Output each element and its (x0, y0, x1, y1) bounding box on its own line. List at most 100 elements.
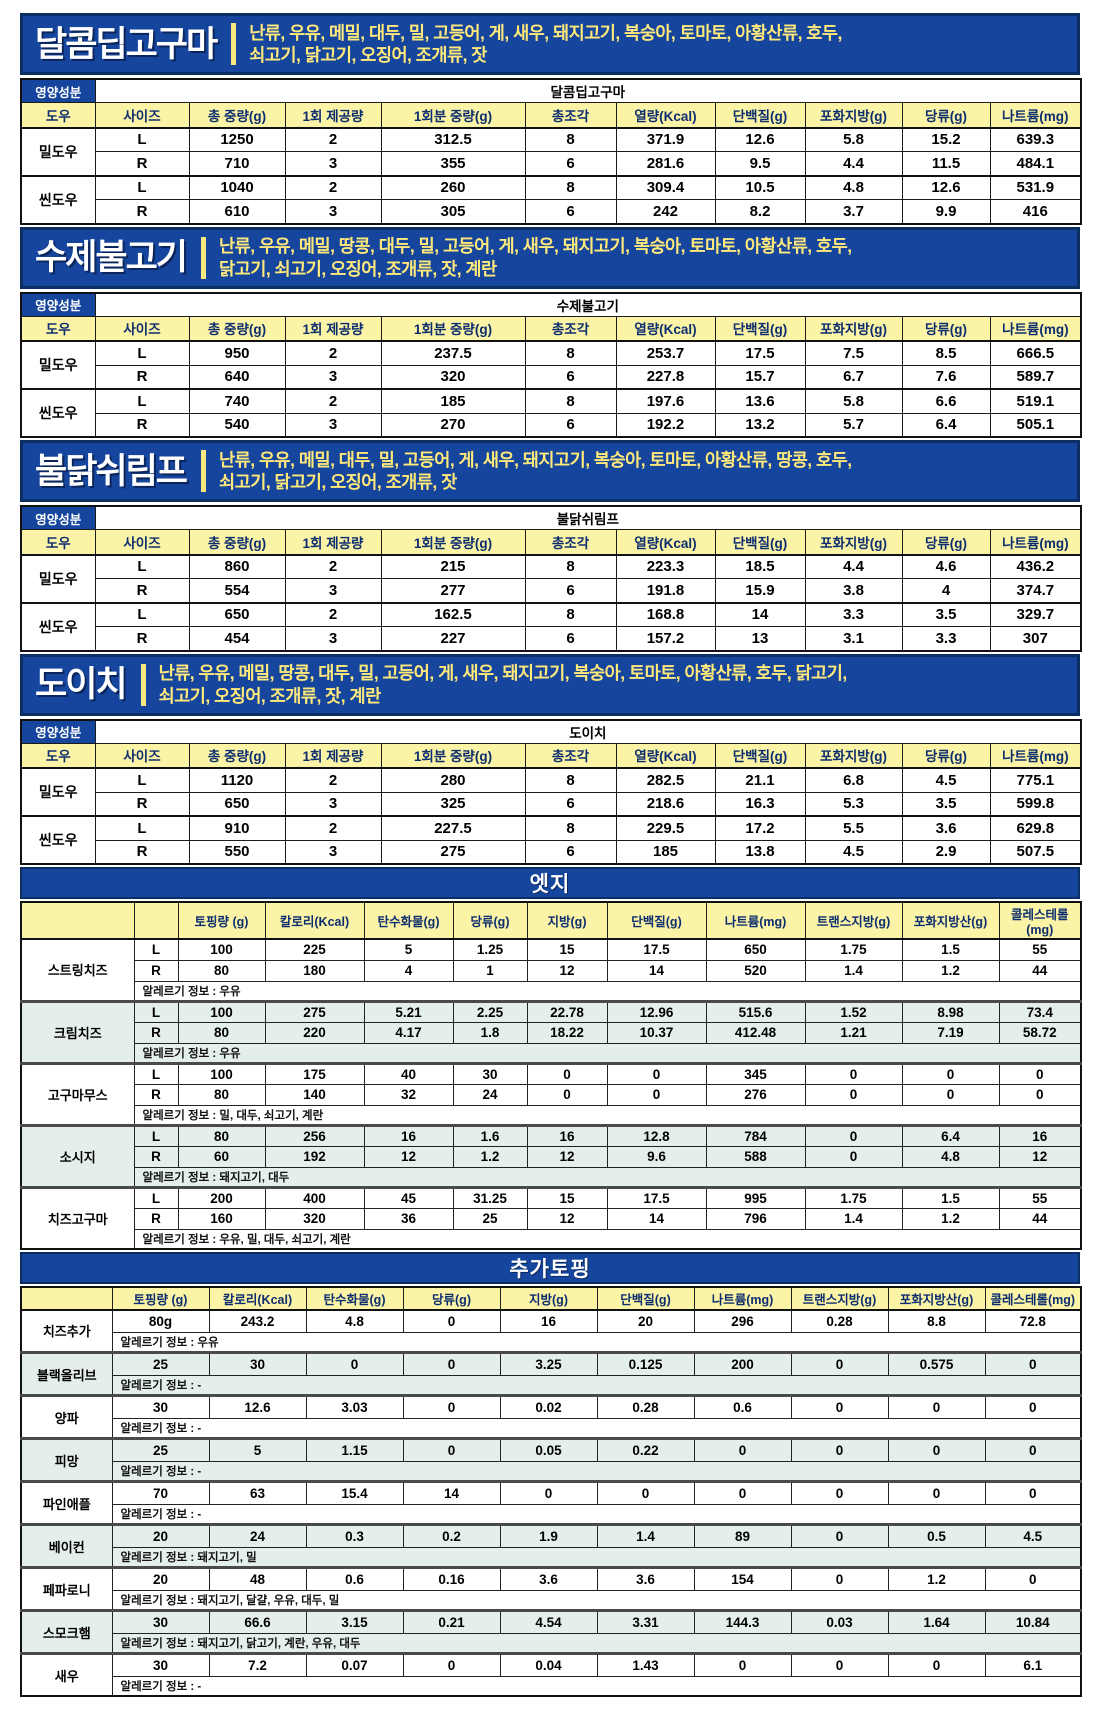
value-cell: 910 (188, 815, 286, 841)
value-cell: 276 (705, 1083, 806, 1106)
nutrition-facts-label: 영양성분 (20, 78, 96, 103)
value-cell: 1.6 (452, 1123, 528, 1147)
size-cell: R (133, 959, 179, 982)
value-cell: 15.2 (901, 127, 991, 152)
column-header: 탄수화물(g) (363, 901, 454, 940)
value-cell: 0.16 (402, 1566, 501, 1591)
value-cell: 0.3 (305, 1523, 404, 1548)
column-header: 단백질(g) (606, 901, 707, 940)
value-cell: 21.1 (714, 767, 806, 793)
value-cell: 400 (264, 1185, 365, 1209)
value-cell: 0 (499, 1480, 598, 1505)
column-header: 사이즈 (94, 742, 190, 769)
table-row: R 80 180 4 1 12 14 520 1.4 1.2 44 (21, 959, 1082, 982)
value-cell: 253.7 (615, 340, 716, 366)
allergen-list: 난류, 우유, 메밀, 대두, 밀, 고등어, 게, 새우, 돼지고기, 복숭아… (219, 449, 852, 492)
size-cell: L (94, 174, 190, 200)
value-cell: 72.8 (984, 1309, 1082, 1333)
size-cell: L (94, 340, 190, 366)
value-cell: 60 (177, 1145, 266, 1168)
column-header: 포화지방산(g) (887, 1286, 986, 1311)
value-cell: 0.22 (596, 1437, 695, 1462)
value-cell: 4.54 (499, 1609, 598, 1634)
value-cell: 0 (887, 1394, 986, 1419)
value-cell: 13.2 (714, 412, 806, 438)
value-cell: 12 (526, 959, 608, 982)
value-cell: 30 (111, 1609, 210, 1634)
nutrition-table: 영양성분 불닭쉬림프 도우 사이즈 총 중량(g) 1회 제공량 1회분 중량(g) 총조각 열… (20, 505, 1083, 652)
table-row: 스모크햄 30 66.6 3.15 0.21 4.54 3.31 144.3 0.03 1.64 1… (20, 1609, 1082, 1654)
product-banner: 도이치 난류, 우유, 메밀, 땅콩, 대두, 밀, 고등어, 게, 새우, 돼지… (20, 653, 1080, 716)
value-cell: 15 (526, 1185, 608, 1209)
value-cell: 10.37 (606, 1021, 707, 1044)
value-cell: 13 (714, 626, 806, 651)
value-cell: 5.7 (804, 412, 903, 438)
allergy-info: 알레르기 정보 : 우유 (133, 980, 1082, 1002)
dough-name: 씬도우 (20, 388, 96, 438)
value-cell: 4 (363, 959, 454, 982)
value-cell: 282.5 (615, 767, 716, 793)
size-cell: R (133, 1207, 179, 1230)
value-cell: 0.28 (790, 1309, 889, 1333)
dough-name: 씬도우 (20, 815, 96, 865)
value-cell: 0 (984, 1394, 1082, 1419)
value-cell: 775.1 (989, 767, 1082, 793)
column-header: 1회분 중량(g) (380, 742, 526, 769)
value-cell: 55 (998, 938, 1082, 961)
value-cell: 0 (887, 1480, 986, 1505)
value-cell: 12 (998, 1145, 1082, 1168)
value-cell: 6.1 (984, 1652, 1082, 1677)
column-header-row: 도우 사이즈 총 중량(g) 1회 제공량 1회분 중량(g) 총조각 열량(Kcal) 단백… (20, 529, 1082, 556)
value-cell: 256 (264, 1123, 365, 1147)
table-row: 파인애플 70 63 15.4 14 0 0 0 0 0 0 (20, 1480, 1082, 1525)
value-cell: 22.78 (526, 999, 608, 1023)
value-cell: 154 (693, 1566, 792, 1591)
column-header-row: 도우 사이즈 총 중량(g) 1회 제공량 1회분 중량(g) 총조각 열량(Kcal) 단백… (20, 742, 1082, 769)
table-row: R 710 3 355 6 281.6 9.5 4.4 11.5 484.1 (21, 151, 1082, 176)
value-cell: 243.2 (208, 1309, 307, 1333)
value-cell: 4.8 (305, 1309, 404, 1333)
value-cell: 15.4 (305, 1480, 404, 1505)
value-cell: 6 (524, 199, 617, 224)
value-cell: 260 (380, 174, 526, 200)
size-cell: L (94, 388, 190, 414)
value-cell: 0 (606, 1083, 707, 1106)
product-banner: 수제불고기 난류, 우유, 메밀, 땅콩, 대두, 밀, 고등어, 게, 새우, … (20, 226, 1080, 289)
size-cell: L (133, 1061, 179, 1085)
title-divider-bar (201, 450, 207, 492)
value-cell: 3.31 (596, 1609, 695, 1634)
value-cell: 73.4 (998, 999, 1082, 1023)
value-cell: 13.6 (714, 388, 806, 414)
column-header: 총조각 (524, 529, 617, 556)
column-header: 토핑량 (g) (177, 901, 266, 940)
column-header: 나트륨(mg) (989, 529, 1082, 556)
nutrition-table: 영양성분 수제불고기 도우 사이즈 총 중량(g) 1회 제공량 1회분 중량(g) 총조각 열… (20, 291, 1083, 438)
product-title: 불닭쉬림프 (35, 451, 188, 491)
value-cell: 45 (363, 1185, 454, 1209)
product-banner: 불닭쉬림프 난류, 우유, 메밀, 대두, 밀, 고등어, 게, 새우, 돼지고기… (20, 440, 1080, 502)
item-name: 스트링치즈 (20, 938, 135, 1002)
column-header: 총 중량(g) (188, 315, 286, 342)
value-cell: 185 (380, 388, 526, 414)
value-cell: 0.2 (402, 1523, 501, 1548)
product-name: 수제불고기 (94, 292, 1082, 317)
allergy-row: 알레르기 정보 : - (21, 1418, 1082, 1439)
value-cell: 25 (111, 1437, 210, 1462)
column-header: 1회 제공량 (284, 529, 382, 556)
value-cell: 4.5 (804, 839, 903, 865)
size-cell: R (133, 1021, 179, 1044)
size-cell: R (94, 791, 190, 817)
value-cell: 2 (284, 815, 382, 841)
value-cell: 860 (188, 554, 286, 579)
value-cell: 4.17 (363, 1021, 454, 1044)
value-cell: 24 (208, 1523, 307, 1548)
value-cell: 666.5 (989, 340, 1082, 366)
value-cell: 15 (526, 938, 608, 961)
value-cell: 227 (380, 626, 526, 651)
value-cell: 100 (177, 938, 266, 961)
value-cell: 950 (188, 340, 286, 366)
column-header: 단백질(g) (714, 315, 806, 342)
value-cell: 6 (524, 151, 617, 176)
value-cell: 1.64 (887, 1609, 986, 1634)
topping-table: 토핑량 (g) 칼로리(Kcal) 탄수화물(g) 당류(g) 지방(g) 단백질(g) 나… (20, 1285, 1082, 1697)
